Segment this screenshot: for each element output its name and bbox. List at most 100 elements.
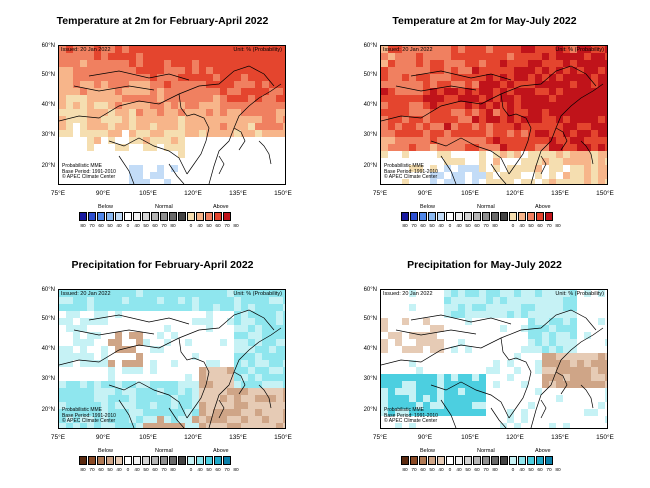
lat-label: 40°N: [41, 346, 55, 352]
lat-label: 40°N: [363, 346, 377, 352]
info-line: Probabilistic MME: [62, 163, 103, 169]
legend-swatch: [536, 456, 544, 465]
legend-swatch: [482, 212, 490, 221]
legend-swatch: [88, 456, 96, 465]
legend-swatch: [509, 212, 517, 221]
lat-label: 40°N: [41, 102, 55, 108]
legend-below: Below: [420, 204, 435, 210]
legend-swatch: [205, 456, 213, 465]
legend-swatch: [482, 456, 490, 465]
issued-date: Issued: 20 Jan 2022: [383, 47, 433, 53]
legend-swatch: [187, 212, 195, 221]
legend-swatch: [410, 212, 418, 221]
legend-swatch: [142, 456, 150, 465]
legend-swatch: [169, 456, 177, 465]
legend-swatch: [419, 456, 427, 465]
info-line: Base Period: 1991-2010: [384, 412, 438, 419]
legend-tick-label: 70: [89, 468, 95, 473]
lon-label: 105°E: [461, 190, 479, 197]
legend-above: Above: [535, 448, 551, 454]
info-line: Probabilistic MME: [62, 407, 103, 413]
lon-label: 105°E: [139, 190, 157, 197]
map-panel-temp-may-jul: Temperature at 2m for May-July 2022 Issu…: [322, 0, 647, 244]
info-box: Probabilistic MME Base Period: 1991-2010…: [62, 407, 116, 425]
legend-swatch: [160, 212, 168, 221]
legend-tick-label: 60: [152, 224, 158, 229]
legend-tick-label: 0: [189, 224, 193, 229]
legend-swatch: [419, 212, 427, 221]
legend-swatch: [473, 212, 481, 221]
lat-label: 50°N: [363, 72, 377, 78]
map-panel-precip-may-jul: Precipitation for May-July 2022 Issued: …: [322, 244, 647, 488]
legend-above: Above: [213, 204, 229, 210]
panel-title: Precipitation for February-April 2022: [71, 259, 254, 271]
info-line: © APEC Climate Center: [384, 418, 438, 425]
legend-tick-label: 60: [98, 468, 104, 473]
legend-tick-label: 40: [519, 468, 525, 473]
unit-label: Unit: % (Probability): [555, 291, 604, 297]
legend-swatch: [527, 456, 535, 465]
legend-tick-label: 60: [474, 468, 480, 473]
lon-label: 150°E: [274, 190, 292, 197]
lon-label: 90°E: [95, 434, 111, 441]
legend-tick-label: 40: [134, 468, 140, 473]
probability-field: [59, 290, 285, 428]
legend-tick-label: 0: [448, 224, 452, 229]
legend-tick-label: 80: [555, 468, 561, 473]
lat-label: 20°N: [363, 407, 377, 413]
panel-title: Temperature at 2m for February-April 202…: [56, 15, 269, 27]
issued-date: Issued: 20 Jan 2022: [61, 47, 111, 53]
legend-swatch: [223, 456, 231, 465]
legend-tick-label: 60: [152, 468, 158, 473]
lat-label: 30°N: [363, 376, 377, 382]
legend-tick-label: 40: [519, 224, 525, 229]
lat-label: 50°N: [363, 316, 377, 322]
legend-swatch: [518, 456, 526, 465]
legend-tick-label: 50: [465, 468, 471, 473]
lat-label: 30°N: [41, 376, 55, 382]
legend-swatch: [214, 212, 222, 221]
legend-tick-label: 50: [107, 468, 113, 473]
legend-tick-label: 70: [411, 224, 417, 229]
legend-tick-label: 60: [474, 224, 480, 229]
lon-label: 150°E: [274, 434, 292, 441]
legend-tick-label: 40: [456, 224, 462, 229]
legend-swatch: [79, 456, 87, 465]
legend-tick-label: 80: [233, 224, 239, 229]
info-line: © APEC Climate Center: [384, 174, 438, 181]
lon-label: 90°E: [417, 434, 433, 441]
lon-label: 75°E: [372, 190, 388, 197]
legend-swatch: [410, 456, 418, 465]
info-line: © APEC Climate Center: [62, 418, 116, 425]
legend-tick-label: 70: [546, 468, 552, 473]
lat-label: 30°N: [41, 132, 55, 138]
lat-label: 60°N: [41, 43, 55, 49]
legend-tick-label: 60: [420, 468, 426, 473]
legend-tick-label: 40: [197, 468, 203, 473]
legend-swatch: [160, 456, 168, 465]
legend-tick-label: 40: [456, 468, 462, 473]
lat-label: 60°N: [41, 287, 55, 293]
legend-swatch: [518, 212, 526, 221]
lat-label: 30°N: [363, 132, 377, 138]
info-line: Probabilistic MME: [384, 163, 425, 169]
forecast-map: Issued: 20 Jan 2022 Unit: % (Probability…: [380, 289, 608, 429]
legend-tick-label: 40: [197, 224, 203, 229]
legend-swatch: [428, 456, 436, 465]
lon-label: 120°E: [184, 434, 202, 441]
legend-tick-label: 50: [206, 224, 212, 229]
legend-swatch: [97, 456, 105, 465]
legend-swatch: [115, 456, 123, 465]
panel-title: Temperature at 2m for May-July 2022: [392, 15, 577, 27]
legend-swatch: [437, 212, 445, 221]
lon-label: 90°E: [417, 190, 433, 197]
lon-label: 135°E: [229, 434, 247, 441]
legend-tick-label: 40: [116, 224, 122, 229]
probability-field: [381, 46, 607, 184]
info-box: Probabilistic MME Base Period: 1991-2010…: [62, 163, 116, 181]
legend-swatch: [115, 212, 123, 221]
legend-swatch: [500, 456, 508, 465]
lon-label: 75°E: [50, 434, 66, 441]
legend-tick-label: 40: [116, 468, 122, 473]
legend-tick-label: 80: [492, 224, 498, 229]
